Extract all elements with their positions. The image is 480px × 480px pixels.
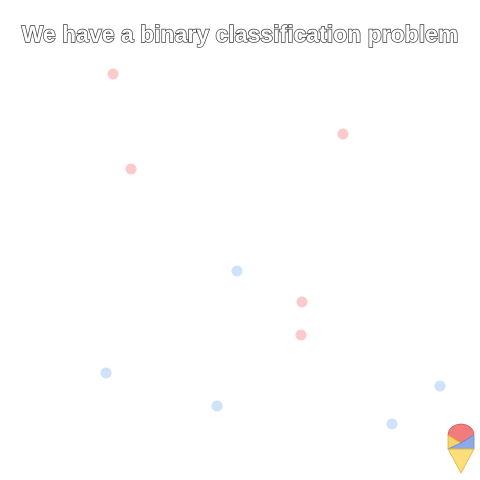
red-point bbox=[337, 128, 349, 140]
red-point bbox=[107, 68, 119, 80]
blue-point bbox=[100, 367, 112, 379]
red-point bbox=[295, 329, 307, 341]
blue-point bbox=[231, 265, 243, 277]
blue-point bbox=[211, 400, 223, 412]
red-point bbox=[125, 163, 137, 175]
red-point bbox=[296, 296, 308, 308]
blue-point bbox=[386, 418, 398, 430]
blue-point bbox=[434, 380, 446, 392]
page-title: We have a binary classification problem bbox=[21, 20, 459, 47]
ice-cream-cone-icon[interactable] bbox=[445, 423, 477, 475]
